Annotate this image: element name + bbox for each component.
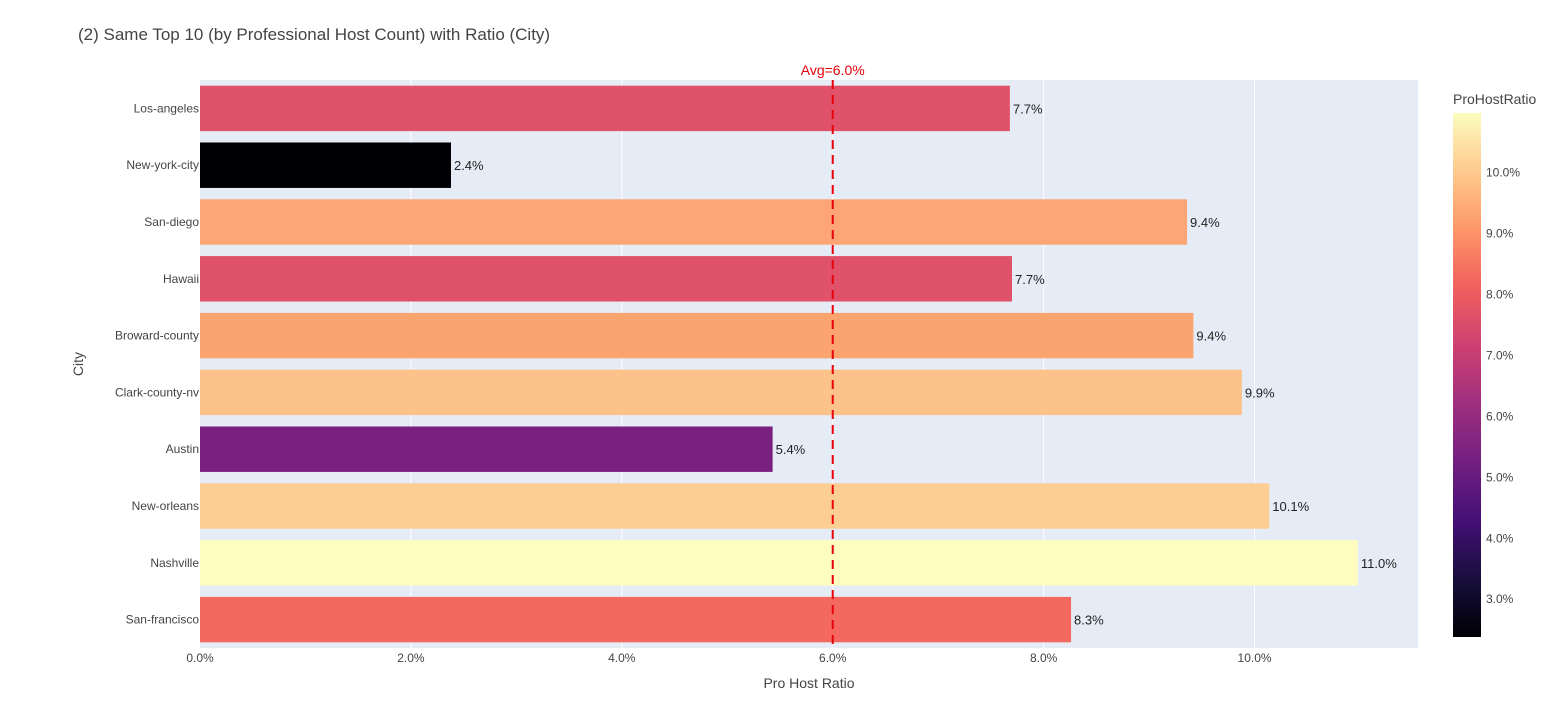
bar-data-label: 9.4% — [1196, 329, 1226, 344]
bar-data-label: 5.4% — [776, 442, 806, 457]
y-tick-label: Austin — [166, 442, 199, 456]
x-tick-label: 0.0% — [186, 651, 214, 665]
x-axis-title: Pro Host Ratio — [763, 675, 854, 691]
chart-title: (2) Same Top 10 (by Professional Host Co… — [78, 25, 550, 44]
colorbar: ProHostRatio 3.0% 4.0% 5.0% 6.0% 7.0% 8.0% 9.0… — [1453, 91, 1536, 637]
bar-data-label: 2.4% — [454, 158, 484, 173]
bars: 7.7% 2.4% 9.4% 7.7% 9.4% 9.9% 5.4% 10.1% 11.0% 8.… — [200, 85, 1397, 643]
bar — [200, 426, 773, 472]
average-reference-label: Avg=6.0% — [801, 62, 865, 78]
colorbar-gradient — [1453, 113, 1481, 637]
bar — [200, 596, 1072, 643]
bar — [200, 199, 1188, 245]
x-tick-label: 10.0% — [1238, 651, 1272, 665]
bar-data-label: 7.7% — [1015, 272, 1045, 287]
y-tick-label: Los-angeles — [134, 101, 199, 115]
colorbar-tick-label: 6.0% — [1486, 409, 1514, 423]
bar — [200, 142, 451, 188]
y-tick-label: Clark-county-nv — [115, 385, 199, 399]
bar-data-label: 8.3% — [1074, 613, 1104, 628]
x-tick-label: 6.0% — [819, 651, 847, 665]
x-axis-tick-labels: 0.0% 2.0% 4.0% 6.0% 8.0% 10.0% — [186, 651, 1272, 665]
bar-data-label: 10.1% — [1272, 499, 1309, 514]
bar-data-label: 11.0% — [1361, 556, 1397, 571]
x-tick-label: 4.0% — [608, 651, 636, 665]
y-tick-label: New-york-city — [126, 158, 199, 172]
y-axis-tick-labels: Los-angeles New-york-city San-diego Hawaii B… — [115, 101, 199, 626]
bar — [200, 369, 1242, 416]
colorbar-tick-label: 7.0% — [1486, 349, 1514, 363]
colorbar-tick-label: 5.0% — [1486, 470, 1514, 484]
bar-data-label: 9.9% — [1245, 385, 1275, 400]
colorbar-tick-labels: 3.0% 4.0% 5.0% 6.0% 7.0% 8.0% 9.0% 10.0% — [1486, 166, 1520, 607]
reference-line-group: Avg=6.0% — [801, 62, 865, 648]
colorbar-title: ProHostRatio — [1453, 91, 1536, 107]
y-tick-label: San-diego — [144, 215, 199, 229]
bar — [200, 483, 1270, 529]
colorbar-tick-label: 9.0% — [1486, 227, 1514, 241]
bar — [200, 85, 1010, 132]
y-tick-label: San-francisco — [126, 613, 200, 627]
colorbar-tick-label: 8.0% — [1486, 288, 1514, 302]
y-axis-title: City — [70, 352, 86, 376]
bar — [200, 256, 1012, 302]
colorbar-tick-label: 3.0% — [1486, 592, 1514, 606]
bar — [200, 540, 1358, 586]
colorbar-tick-label: 4.0% — [1486, 531, 1514, 545]
y-tick-label: Nashville — [150, 556, 199, 570]
bar-data-label: 7.7% — [1013, 101, 1043, 116]
x-tick-label: 8.0% — [1030, 651, 1058, 665]
bar-data-label: 9.4% — [1190, 215, 1220, 230]
y-tick-label: New-orleans — [132, 499, 199, 513]
y-tick-label: Hawaii — [163, 272, 199, 286]
bar — [200, 312, 1194, 359]
x-tick-label: 2.0% — [397, 651, 425, 665]
y-tick-label: Broward-county — [115, 329, 199, 343]
colorbar-tick-label: 10.0% — [1486, 166, 1520, 180]
